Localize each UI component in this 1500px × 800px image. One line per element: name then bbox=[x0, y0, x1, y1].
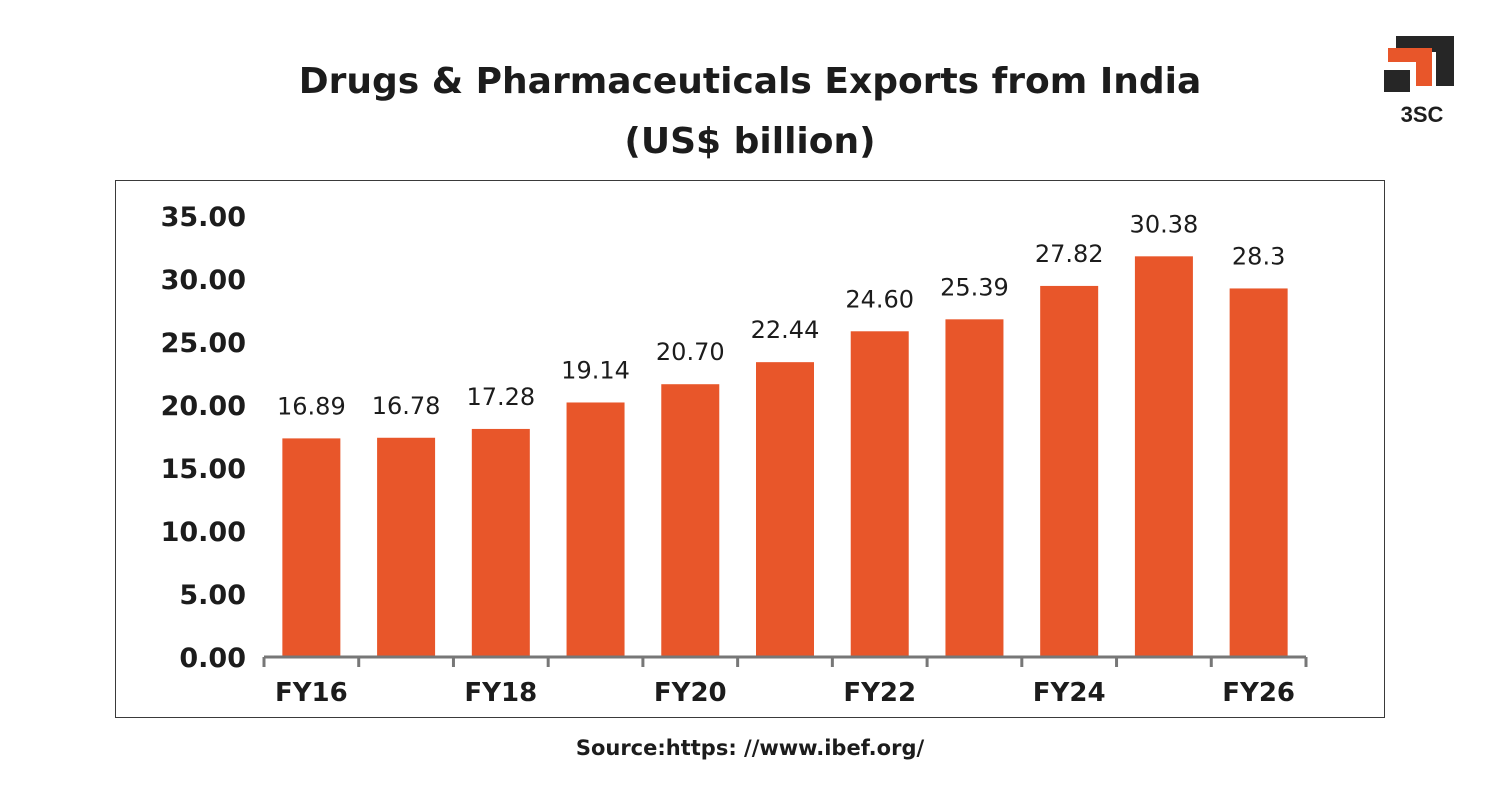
data-label: 28.3 bbox=[1232, 242, 1285, 270]
bar-fy19 bbox=[566, 402, 625, 657]
data-label: 17.28 bbox=[466, 383, 535, 411]
bar-fy17 bbox=[377, 437, 436, 657]
bar-chart: 0.00 5.00 10.00 15.00 20.00 25.00 30.00 35.00 16… bbox=[161, 202, 1308, 708]
x-tick-label: FY16 bbox=[275, 678, 348, 708]
y-tick-label: 5.00 bbox=[179, 580, 246, 611]
data-label: 30.38 bbox=[1130, 210, 1199, 238]
bar-fy16 bbox=[282, 438, 341, 657]
y-tick-label: 25.00 bbox=[161, 328, 246, 359]
data-label: 19.14 bbox=[561, 356, 630, 384]
x-tick-label: FY22 bbox=[843, 678, 916, 708]
logo-text: 3SC bbox=[1400, 102, 1444, 127]
data-label: 16.89 bbox=[277, 392, 346, 420]
bar-fy25 bbox=[1134, 256, 1193, 657]
data-label: 22.44 bbox=[751, 316, 820, 344]
bar-fy20 bbox=[661, 384, 720, 657]
y-tick-label: 30.00 bbox=[161, 265, 246, 296]
bar-fy24 bbox=[1040, 285, 1099, 657]
data-label: 24.60 bbox=[845, 285, 914, 313]
chart-title: Drugs & Pharmaceuticals Exports from Ind… bbox=[150, 52, 1350, 172]
chart-frame: 0.00 5.00 10.00 15.00 20.00 25.00 30.00 35.00 16… bbox=[115, 180, 1385, 718]
y-tick-label: 10.00 bbox=[161, 517, 246, 548]
logo-dark-block bbox=[1384, 70, 1410, 92]
logo-accent-square bbox=[1388, 48, 1432, 86]
y-tick-label: 35.00 bbox=[161, 202, 246, 233]
bar-fy18 bbox=[471, 428, 530, 657]
y-tick-label: 20.00 bbox=[161, 391, 246, 422]
data-label: 20.70 bbox=[656, 338, 725, 366]
chart-title-line2: (US$ billion) bbox=[624, 121, 876, 162]
bar-fy26 bbox=[1229, 288, 1288, 657]
data-label: 25.39 bbox=[940, 273, 1009, 301]
y-tick-label: 0.00 bbox=[179, 643, 246, 674]
y-tick-label: 15.00 bbox=[161, 454, 246, 485]
bar-fy22 bbox=[850, 331, 909, 657]
x-tick-label: FY26 bbox=[1222, 678, 1295, 708]
bar-fy23 bbox=[945, 319, 1004, 657]
source-note: Source:https: //www.ibef.org/ bbox=[575, 736, 925, 760]
x-tick-label: FY20 bbox=[654, 678, 727, 708]
data-label: 27.82 bbox=[1035, 240, 1104, 268]
brand-logo: 3SC bbox=[1382, 34, 1462, 134]
x-tick-label: FY18 bbox=[464, 678, 537, 708]
data-label: 16.78 bbox=[372, 392, 441, 420]
logo-mark bbox=[1384, 36, 1454, 92]
chart-title-line1: Drugs & Pharmaceuticals Exports from Ind… bbox=[298, 61, 1202, 102]
bar-fy21 bbox=[756, 362, 814, 657]
x-tick-label: FY24 bbox=[1033, 678, 1106, 708]
